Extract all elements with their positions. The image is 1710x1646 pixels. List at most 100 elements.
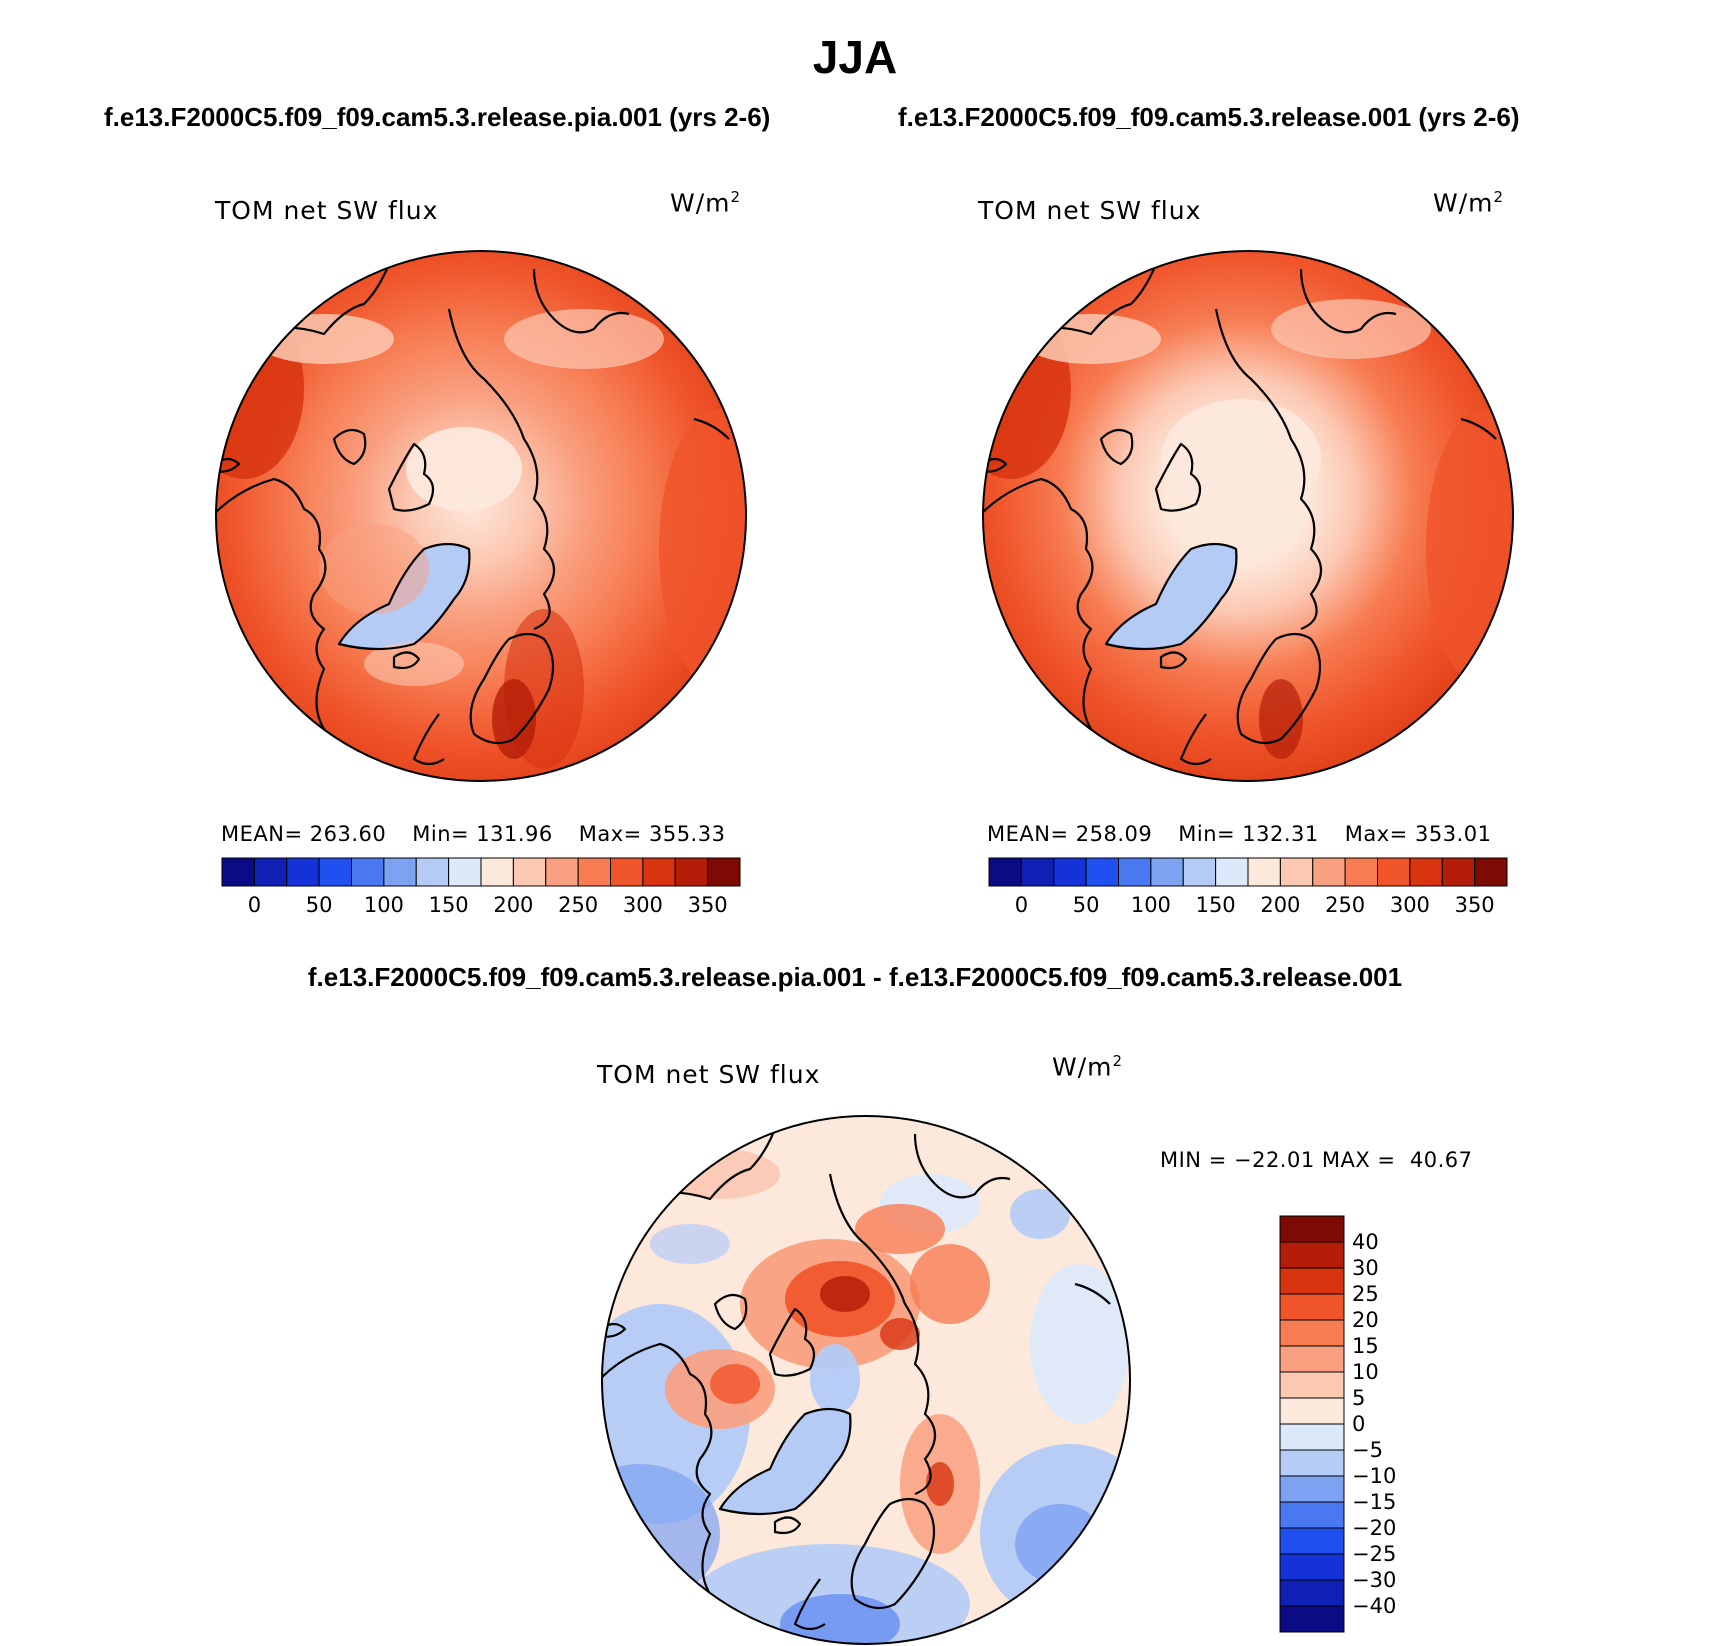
difference-colorbar-tick-label: −15 bbox=[1352, 1490, 1397, 1514]
left-colorbar-swatch bbox=[512, 857, 547, 887]
right-colorbar-swatch bbox=[1085, 857, 1119, 887]
left-colorbar-swatch bbox=[642, 857, 676, 887]
right-colorbar-ticks: 0 50 100 150 200 250 300 350 bbox=[989, 893, 1507, 923]
difference-colorbar-swatch bbox=[1279, 1293, 1345, 1321]
right-colorbar-swatch bbox=[1474, 857, 1508, 887]
left-colorbar-tick-label: 300 bbox=[622, 893, 663, 917]
difference-colorbar-swatch bbox=[1279, 1267, 1345, 1295]
difference-colorbar-tick-label: 0 bbox=[1352, 1412, 1366, 1436]
difference-colorbar-swatch bbox=[1279, 1475, 1345, 1503]
right-colorbar-tick-label: 150 bbox=[1195, 893, 1236, 917]
right-stats: MEAN= 258.09 Min= 132.31 Max= 353.01 bbox=[987, 822, 1492, 846]
difference-colorbar-swatch bbox=[1279, 1423, 1345, 1451]
difference-colorbar-tick-label: 40 bbox=[1352, 1230, 1379, 1254]
right-colorbar-swatch bbox=[1215, 857, 1249, 887]
right-colorbar-swatch bbox=[1312, 857, 1346, 887]
left-colorbar-swatch bbox=[318, 857, 352, 887]
difference-colorbar-tick-label: 5 bbox=[1352, 1386, 1366, 1410]
difference-polar-map bbox=[601, 1115, 1131, 1645]
left-colorbar-swatch bbox=[674, 857, 709, 887]
left-colorbar-tick-label: 150 bbox=[428, 893, 469, 917]
left-colorbar-swatch bbox=[707, 857, 741, 887]
left-colorbar-swatch bbox=[286, 857, 320, 887]
difference-colorbar bbox=[1279, 1215, 1345, 1633]
right-variable-label: TOM net SW flux bbox=[978, 196, 1202, 225]
right-colorbar-swatch bbox=[1377, 857, 1411, 887]
right-polar-map bbox=[982, 250, 1514, 782]
difference-units-label: W/m2 bbox=[1052, 1052, 1124, 1082]
left-colorbar-swatch bbox=[351, 857, 385, 887]
right-colorbar-tick-label: 100 bbox=[1130, 893, 1171, 917]
left-colorbar-swatch bbox=[480, 857, 514, 887]
right-colorbar-swatch bbox=[1182, 857, 1217, 887]
right-colorbar-swatch bbox=[1247, 857, 1281, 887]
right-colorbar bbox=[988, 857, 1508, 887]
left-colorbar-ticks: 0 50 100 150 200 250 300 350 bbox=[222, 893, 740, 923]
left-polar-map bbox=[215, 250, 747, 782]
right-colorbar-swatch bbox=[1150, 857, 1184, 887]
difference-colorbar-tick-label: 20 bbox=[1352, 1308, 1379, 1332]
left-case-title: f.e13.F2000C5.f09_f09.cam5.3.release.pia… bbox=[104, 102, 771, 132]
difference-title: f.e13.F2000C5.f09_f09.cam5.3.release.pia… bbox=[307, 962, 1403, 992]
right-case-title: f.e13.F2000C5.f09_f09.cam5.3.release.001… bbox=[898, 102, 1520, 132]
left-colorbar-swatch bbox=[221, 857, 255, 887]
difference-colorbar-tick-label: −20 bbox=[1352, 1516, 1397, 1540]
left-colorbar-tick-label: 50 bbox=[305, 893, 333, 917]
left-colorbar-tick-label: 0 bbox=[247, 893, 262, 917]
difference-colorbar-swatch bbox=[1279, 1501, 1345, 1529]
difference-colorbar-swatch bbox=[1279, 1579, 1345, 1607]
difference-colorbar-swatch bbox=[1279, 1605, 1345, 1633]
left-colorbar-swatch bbox=[610, 857, 644, 887]
difference-colorbar-swatch bbox=[1279, 1397, 1345, 1425]
difference-colorbar-tick-label: 30 bbox=[1352, 1256, 1379, 1280]
left-stats: MEAN= 263.60 Min= 131.96 Max= 355.33 bbox=[221, 822, 726, 846]
left-colorbar-swatch bbox=[448, 857, 482, 887]
left-colorbar-swatch bbox=[253, 857, 288, 887]
right-colorbar-swatch bbox=[1409, 857, 1443, 887]
difference-colorbar-swatch bbox=[1279, 1527, 1345, 1555]
difference-colorbar-tick-label: −25 bbox=[1352, 1542, 1397, 1566]
right-units-label: W/m2 bbox=[1433, 188, 1505, 218]
left-variable-label: TOM net SW flux bbox=[215, 196, 439, 225]
left-colorbar-swatch bbox=[383, 857, 417, 887]
difference-colorbar-tick-label: 10 bbox=[1352, 1360, 1379, 1384]
right-colorbar-swatch bbox=[1441, 857, 1476, 887]
right-colorbar-tick-label: 50 bbox=[1072, 893, 1100, 917]
difference-colorbar-swatch bbox=[1279, 1553, 1345, 1581]
right-colorbar-swatch bbox=[988, 857, 1022, 887]
right-colorbar-swatch bbox=[1344, 857, 1378, 887]
difference-colorbar-swatch bbox=[1279, 1371, 1345, 1399]
right-colorbar-swatch bbox=[1053, 857, 1087, 887]
difference-colorbar-swatch bbox=[1279, 1345, 1345, 1373]
right-colorbar-swatch bbox=[1279, 857, 1314, 887]
difference-colorbar-tick-label: −40 bbox=[1352, 1594, 1397, 1618]
left-colorbar-swatch bbox=[577, 857, 611, 887]
difference-colorbar-tick-label: −30 bbox=[1352, 1568, 1397, 1592]
left-colorbar-tick-label: 350 bbox=[687, 893, 728, 917]
difference-min-max: MIN = −22.01 MAX = 40.67 bbox=[1160, 1148, 1473, 1172]
right-colorbar-tick-label: 0 bbox=[1014, 893, 1029, 917]
left-colorbar-swatch bbox=[415, 857, 450, 887]
left-colorbar-swatch bbox=[545, 857, 579, 887]
difference-colorbar-tick-label: 15 bbox=[1352, 1334, 1379, 1358]
difference-colorbar-swatch bbox=[1279, 1215, 1345, 1243]
difference-colorbar-tick-label: −10 bbox=[1352, 1464, 1397, 1488]
difference-colorbar-tick-label: 25 bbox=[1352, 1282, 1379, 1306]
left-colorbar-tick-label: 100 bbox=[363, 893, 404, 917]
right-colorbar-tick-label: 300 bbox=[1389, 893, 1430, 917]
difference-colorbar-swatch bbox=[1279, 1319, 1345, 1347]
right-colorbar-swatch bbox=[1020, 857, 1055, 887]
difference-colorbar-swatch bbox=[1279, 1241, 1345, 1269]
difference-variable-label: TOM net SW flux bbox=[597, 1060, 821, 1089]
right-colorbar-tick-label: 250 bbox=[1325, 893, 1366, 917]
right-colorbar-swatch bbox=[1118, 857, 1152, 887]
difference-colorbar-ticks: 40 30 25 20 15 10 5 0 −5 −10 −15 −20 −25 −30 −40 bbox=[1352, 1216, 1452, 1632]
difference-colorbar-swatch bbox=[1279, 1449, 1345, 1477]
right-colorbar-tick-label: 200 bbox=[1260, 893, 1301, 917]
page-title: JJA bbox=[812, 31, 898, 83]
right-colorbar-tick-label: 350 bbox=[1454, 893, 1495, 917]
left-colorbar bbox=[221, 857, 741, 887]
left-colorbar-tick-label: 250 bbox=[558, 893, 599, 917]
left-colorbar-tick-label: 200 bbox=[493, 893, 534, 917]
left-units-label: W/m2 bbox=[670, 188, 742, 218]
